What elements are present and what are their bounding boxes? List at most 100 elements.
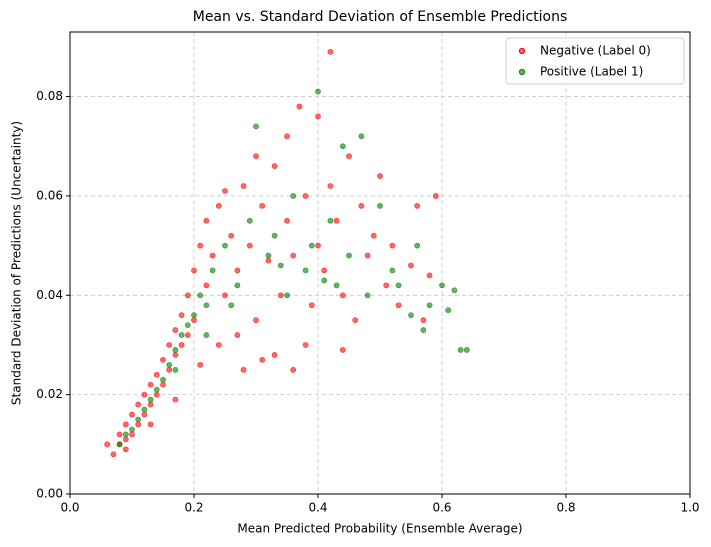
point <box>302 342 309 348</box>
point <box>457 347 464 353</box>
y-tick-label: 0.04 <box>36 288 63 302</box>
point <box>122 436 129 443</box>
point <box>265 252 272 259</box>
point <box>222 292 228 299</box>
point <box>302 267 309 274</box>
point <box>234 332 241 338</box>
point <box>414 202 421 209</box>
point <box>284 133 290 140</box>
point <box>259 202 266 209</box>
point <box>184 322 191 328</box>
point <box>147 396 154 403</box>
legend-marker <box>518 68 526 76</box>
point <box>122 431 129 438</box>
point <box>135 421 142 428</box>
point <box>197 361 204 368</box>
point <box>339 292 346 299</box>
point <box>246 242 253 249</box>
point <box>122 421 129 428</box>
point <box>352 317 359 324</box>
point <box>228 302 235 309</box>
point <box>240 366 247 373</box>
point <box>426 302 433 309</box>
point <box>346 153 352 160</box>
point <box>172 327 179 333</box>
point <box>315 113 321 120</box>
legend-label: Negative (Label 0) <box>540 44 651 58</box>
point <box>451 287 458 294</box>
point <box>234 267 241 274</box>
x-axis-label: Mean Predicted Probability (Ensemble Ave… <box>237 522 522 536</box>
point <box>290 252 297 259</box>
point <box>377 202 383 209</box>
point <box>364 292 371 299</box>
chart-title: Mean vs. Standard Deviation of Ensemble … <box>193 9 568 25</box>
point <box>209 252 216 259</box>
point <box>333 217 340 224</box>
y-tick-label: 0.08 <box>36 89 63 103</box>
point <box>339 347 346 353</box>
point <box>197 242 204 249</box>
legend-label: Positive (Label 1) <box>540 65 643 79</box>
point <box>147 401 154 408</box>
point <box>104 441 111 448</box>
point <box>277 292 284 299</box>
point <box>290 193 297 199</box>
series <box>104 48 439 458</box>
point <box>184 332 191 338</box>
point <box>197 292 204 299</box>
point <box>135 401 142 408</box>
point <box>166 342 173 348</box>
legend-box <box>505 37 685 85</box>
point <box>172 347 179 353</box>
point <box>172 366 179 373</box>
point <box>228 232 235 239</box>
point <box>284 292 290 299</box>
point <box>110 451 117 458</box>
point <box>203 332 210 338</box>
x-tick-label: 0.8 <box>556 501 575 515</box>
point <box>321 267 328 274</box>
point <box>364 252 371 259</box>
x-tick-label: 0.6 <box>432 501 451 515</box>
point <box>141 391 148 398</box>
point <box>147 381 154 388</box>
plot-frame <box>69 31 691 495</box>
point <box>129 411 135 418</box>
point <box>172 352 179 358</box>
point <box>327 48 334 55</box>
point <box>178 332 185 338</box>
point <box>191 317 197 324</box>
point <box>327 217 334 224</box>
point <box>439 282 445 289</box>
point <box>141 411 148 418</box>
point <box>370 232 377 239</box>
y-tick-label: 0.00 <box>36 487 63 501</box>
y-tick-label: 0.02 <box>36 387 63 401</box>
point <box>408 262 414 269</box>
point <box>166 361 173 368</box>
point <box>222 188 228 194</box>
point <box>253 317 259 324</box>
point <box>153 391 160 398</box>
point <box>463 347 470 353</box>
point <box>141 406 148 413</box>
point <box>147 421 154 428</box>
point <box>253 123 259 130</box>
point <box>253 153 259 160</box>
series <box>116 88 470 448</box>
point <box>160 376 166 383</box>
point <box>116 431 123 438</box>
y-axis-label: Standard Deviation of Predictions (Uncer… <box>10 121 24 405</box>
point <box>122 446 129 453</box>
legend-marker <box>518 47 526 55</box>
point <box>259 356 266 363</box>
point <box>203 217 210 224</box>
point <box>234 282 241 289</box>
point <box>160 356 166 363</box>
point <box>191 312 197 319</box>
point <box>153 386 160 393</box>
point <box>160 381 166 388</box>
point <box>203 282 210 289</box>
